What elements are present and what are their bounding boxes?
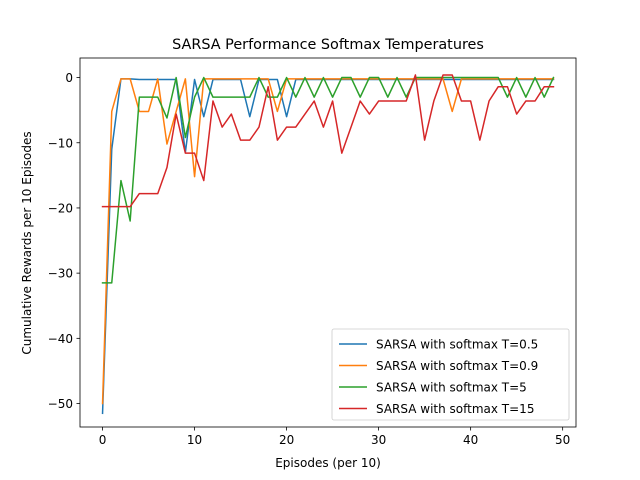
x-tick-label: 30 [371,433,386,447]
x-tick-label: 0 [99,433,107,447]
x-axis: 0 10 20 30 40 50 [99,427,570,447]
y-axis-label: Cumulative Rewards per 10 Episodes [20,131,34,354]
y-tick-label: −10 [48,136,73,150]
y-tick-label: 0 [65,71,73,85]
y-tick-label: −30 [48,267,73,281]
series-line-2 [101,76,555,284]
legend-label-1: SARSA with softmax T=0.9 [376,359,538,373]
x-tick-label: 50 [555,433,570,447]
y-axis: 0 −10 −20 −30 −40 −50 [48,71,80,411]
x-tick-label: 10 [187,433,202,447]
plot-area: 0 10 20 30 40 50 0 −10 −20 −30 −40 −50 [48,57,577,447]
series-line-3 [101,74,555,208]
legend-label-3: SARSA with softmax T=15 [376,402,534,416]
axes-frame [79,57,577,428]
legend: SARSA with softmax T=0.5 SARSA with softm… [331,328,570,421]
legend-label-2: SARSA with softmax T=5 [376,381,527,395]
y-tick-label: −40 [48,332,73,346]
legend-label-0: SARSA with softmax T=0.5 [376,338,538,352]
legend-entries: SARSA with softmax T=0.5 SARSA with softm… [339,338,538,416]
legend-box [331,328,570,421]
x-tick-label: 20 [279,433,294,447]
x-tick-label: 40 [463,433,478,447]
chart-title: SARSA Performance Softmax Temperatures [172,37,484,53]
series-layer [101,74,555,415]
y-tick-label: −50 [48,397,73,411]
x-axis-label: Episodes (per 10) [275,456,381,470]
y-tick-label: −20 [48,201,73,215]
series-line-1 [101,78,555,405]
